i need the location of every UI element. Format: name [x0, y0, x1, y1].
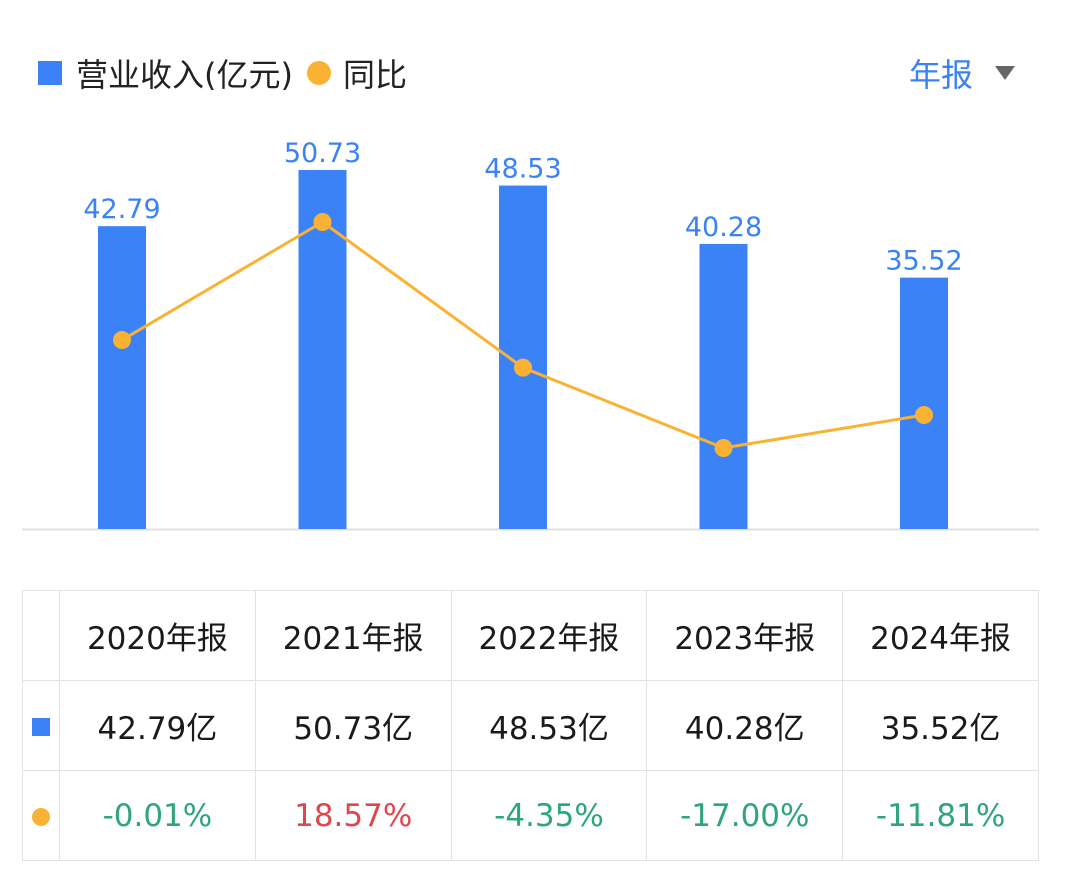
revenue-cell: 35.52亿 [842, 680, 1039, 771]
revenue-bar [98, 226, 146, 529]
header-cell: 2020年报 [59, 590, 256, 681]
header-cell: 2024年报 [842, 590, 1039, 681]
revenue-cell: 48.53亿 [450, 680, 648, 771]
header-cell: 2023年报 [646, 590, 844, 681]
revenue-bar [699, 243, 748, 530]
revenue-row: 42.79亿 50.73亿 48.53亿 40.28亿 35.52亿 [22, 680, 1039, 771]
bar-value-label: 35.52 [885, 246, 962, 277]
yoy-point [514, 358, 532, 377]
yoy-cell: -4.35% [450, 770, 648, 861]
revenue-chart: 42.79 50.73 48.53 40.28 35.52 [22, 138, 1039, 531]
header-cell: 2021年报 [254, 590, 452, 681]
period-selector-label: 年报 [908, 56, 973, 94]
yoy-cell: -17.00% [646, 770, 844, 861]
yoy-cell: 18.57% [254, 770, 452, 861]
revenue-cell: 40.28亿 [646, 680, 844, 771]
caret-down-icon [995, 66, 1015, 80]
header-cell: 2022年报 [450, 590, 648, 681]
bar-value-label: 42.79 [83, 194, 160, 225]
period-selector[interactable]: 年报 [909, 50, 1015, 96]
yoy-legend-marker [306, 61, 331, 85]
data-table: 2020年报 2021年报 2022年报 2023年报 2024年报 42.79… [22, 590, 1039, 861]
revenue-bar [499, 185, 547, 529]
yoy-point [113, 331, 131, 350]
revenue-row-marker [22, 680, 60, 771]
yoy-point [915, 406, 933, 425]
revenue-legend-marker [38, 61, 62, 85]
revenue-cell: 42.79亿 [59, 680, 256, 771]
revenue-bar [900, 277, 948, 529]
square-marker-icon [32, 717, 50, 736]
yoy-cell: -0.01% [59, 770, 256, 861]
bar-value-label: 40.28 [685, 212, 762, 243]
yoy-row-marker [22, 770, 60, 861]
yoy-legend-label: 同比 [342, 56, 407, 94]
yoy-point [714, 439, 733, 457]
bar-value-label: 50.73 [284, 138, 361, 169]
chart-legend: 营业收入(亿元) 同比 [38, 50, 407, 96]
table-header-row: 2020年报 2021年报 2022年报 2023年报 2024年报 [22, 590, 1039, 681]
yoy-row: -0.01% 18.57% -4.35% -17.00% -11.81% [22, 770, 1039, 861]
table-corner-cell [22, 590, 60, 681]
yoy-cell: -11.81% [842, 770, 1039, 861]
revenue-legend-label: 营业收入(亿元) [76, 56, 293, 94]
yoy-point [313, 213, 332, 231]
bar-value-label: 48.53 [484, 154, 561, 185]
dot-marker-icon [32, 807, 50, 826]
revenue-cell: 50.73亿 [254, 680, 452, 771]
